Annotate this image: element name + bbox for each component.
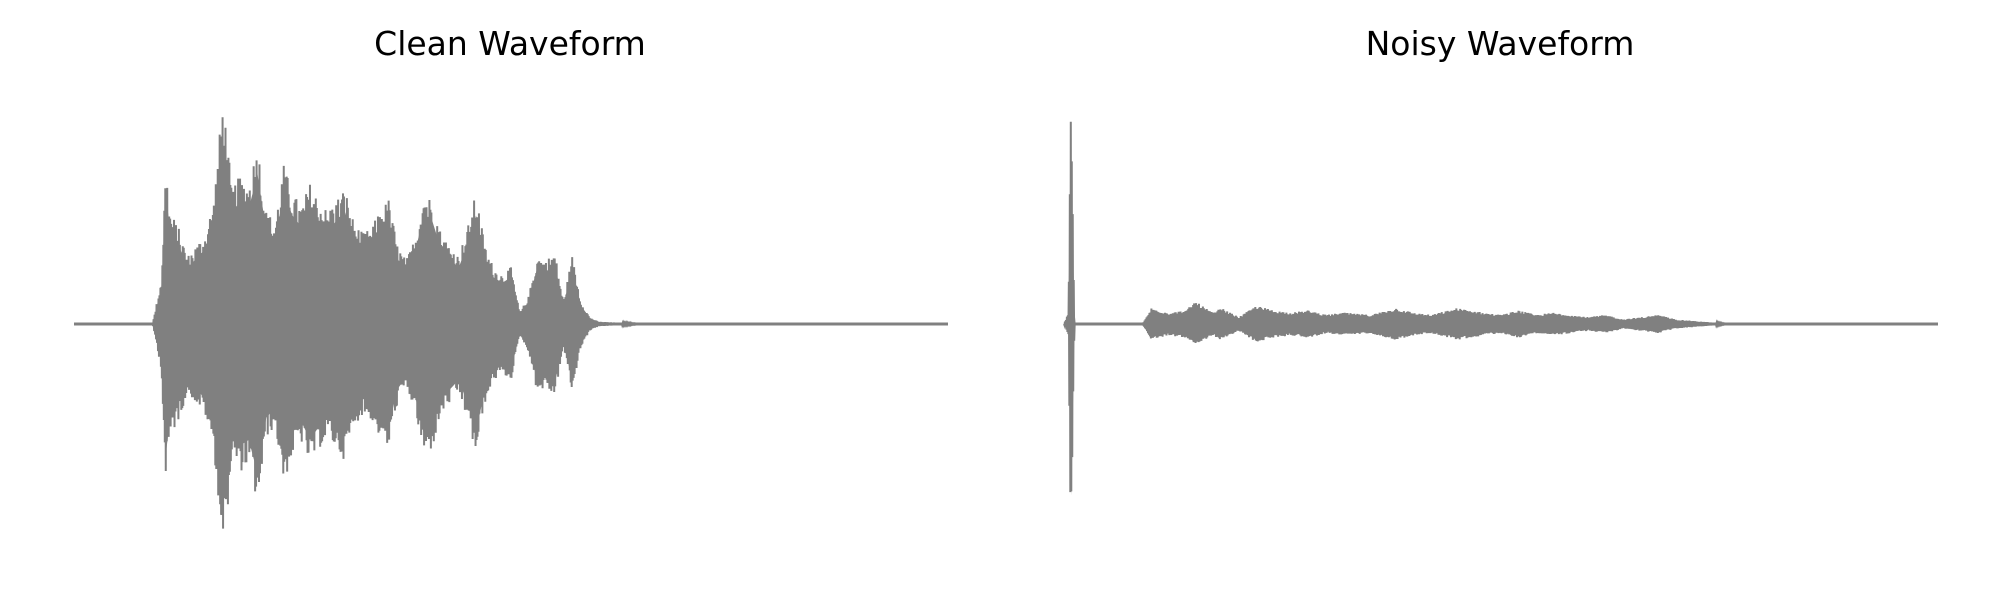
waveform-envelope xyxy=(1064,152,1938,496)
clean-waveform-plot xyxy=(74,117,948,529)
noisy-waveform-title: Noisy Waveform xyxy=(1365,24,1635,63)
waveform-line xyxy=(1063,121,1938,493)
noisy-waveform-panel: Noisy Waveform xyxy=(1000,0,2000,600)
waveform-envelope xyxy=(74,140,948,508)
waveform-line xyxy=(74,117,948,529)
clean-waveform-title: Clean Waveform xyxy=(374,24,646,63)
noisy-waveform-plot xyxy=(1063,121,1938,496)
clean-waveform-panel: Clean Waveform xyxy=(74,24,948,529)
